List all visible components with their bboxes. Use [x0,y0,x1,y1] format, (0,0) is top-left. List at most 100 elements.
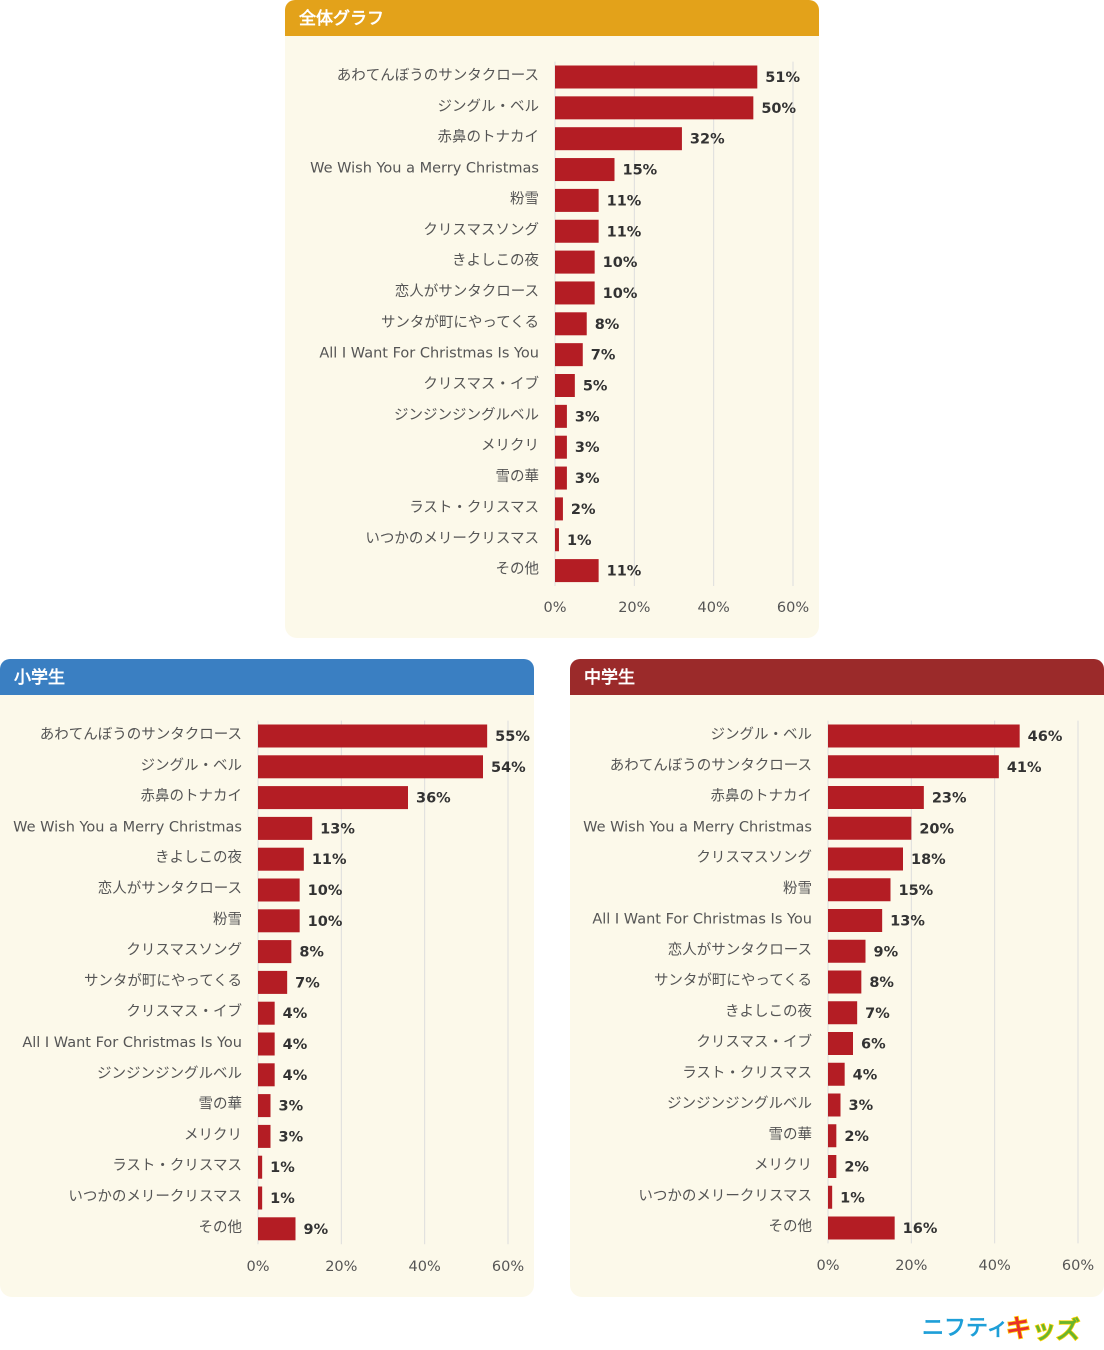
middle-school-x-tick-label: 20% [895,1258,927,1274]
overall-bar [555,219,599,243]
overall-bar [555,466,567,490]
middle-school-category-label: きよしこの夜 [725,1003,812,1020]
overall-x-tick-label: 20% [618,600,650,616]
elementary-category-label: クリスマスソング [126,942,242,959]
overall-bar [555,96,754,120]
elementary-value-label: 8% [299,945,324,961]
middle-school-bar [828,1062,845,1086]
overall-panel-body [285,36,819,638]
middle-school-category-label: クリスマスソング [696,849,812,866]
middle-school-value-label: 13% [890,914,925,930]
middle-school-bar-chart: 0% 20% 40% 60% ジングル・ベル 46% あわてんぼうのサンタクロース 41% 赤鼻… [583,720,1094,1274]
elementary-bar [258,1094,271,1118]
elementary-value-label: 54% [491,760,526,776]
overall-category-label: 恋人がサンタクロース [395,282,539,300]
overall-panel-title: 全体グラフ [299,9,384,29]
middle-school-bar [828,724,1020,748]
middle-school-bar [828,847,903,871]
overall-bar [555,435,567,459]
overall-value-label: 2% [571,502,596,518]
middle-school-value-label: 2% [844,1129,869,1145]
elementary-value-label: 4% [283,1006,308,1022]
overall-value-label: 10% [603,255,638,271]
elementary-bar [258,816,313,840]
middle-school-bar [828,1155,837,1178]
elementary-category-label: 粉雪 [213,911,242,928]
elementary-bar [258,786,408,810]
logo-text-part2: キ [1006,1314,1031,1343]
middle-school-value-label: 4% [853,1067,878,1083]
elementary-value-label: 4% [283,1037,308,1053]
middle-school-category-label: 恋人がサンタクロース [668,940,812,958]
middle-school-bar [828,1185,833,1209]
overall-value-label: 3% [575,440,600,456]
elementary-value-label: 7% [295,975,320,991]
overall-value-label: 3% [575,471,600,487]
overall-category-label: メリクリ [481,437,539,454]
overall-category-label: We Wish You a Merry Christmas [310,161,539,177]
middle-school-value-label: 3% [849,1098,874,1114]
middle-school-bar [828,909,883,932]
overall-bar-chart: 0% 20% 40% 60% あわてんぼうのサンタクロース 51% ジングル・ベル 50% 赤鼻… [310,61,809,616]
overall-category-label: ラスト・クリスマス [409,499,539,516]
middle-school-bar [828,1216,895,1240]
overall-category-label: いつかのメリークリスマス [365,530,539,547]
middle-school-bar [828,816,912,840]
middle-school-bar [828,786,924,809]
elementary-category-label: サンタが町にやってくる [84,972,242,989]
overall-value-label: 15% [623,163,658,179]
middle-school-bar [828,939,866,963]
elementary-value-label: 1% [270,1191,295,1207]
overall-category-label: クリスマスソング [423,221,539,238]
overall-bar [555,497,563,521]
middle-school-value-label: 8% [869,975,894,991]
middle-school-value-label: 9% [874,944,899,960]
overall-bar [555,250,595,274]
middle-school-category-label: あわてんぼうのサンタクロース [610,757,812,774]
elementary-x-tick-label: 20% [325,1259,357,1275]
overall-bar [555,559,599,583]
middle-school-bar [828,1001,858,1025]
middle-school-x-tick-label: 60% [1062,1258,1094,1274]
middle-school-category-label: クリスマス・イブ [696,1033,812,1051]
overall-category-label: 赤鼻のトナカイ [438,129,540,146]
elementary-category-label: ジンジンジングルベル [97,1065,242,1082]
overall-category-label: クリスマス・イブ [423,375,539,393]
middle-school-bar [828,1032,853,1055]
overall-category-label: きよしこの夜 [452,252,539,269]
overall-x-tick-label: 40% [698,600,730,616]
elementary-bar [258,1032,275,1056]
overall-bar [555,528,559,552]
middle-school-category-label: メリクリ [754,1157,812,1174]
elementary-bar [258,909,300,933]
elementary-bar [258,1155,263,1179]
elementary-category-label: クリスマス・イブ [126,1002,242,1020]
middle-school-value-label: 1% [840,1190,865,1206]
overall-x-tick-label: 60% [777,600,809,616]
overall-bar [555,404,567,428]
overall-bar [555,343,583,367]
overall-bar [555,127,682,151]
elementary-value-label: 11% [312,852,347,868]
overall-value-label: 32% [690,132,725,148]
overall-value-label: 11% [607,193,642,209]
middle-school-value-label: 16% [903,1221,938,1237]
overall-value-label: 5% [583,379,608,395]
elementary-category-label: メリクリ [184,1126,242,1143]
elementary-bar [258,1063,275,1087]
overall-category-label: あわてんぼうのサンタクロース [337,67,539,84]
overall-value-label: 7% [591,348,616,364]
middle-school-category-label: サンタが町にやってくる [654,972,812,989]
overall-category-label: ジンジンジングルベル [394,406,539,423]
elementary-category-label: All I Want For Christmas Is You [22,1035,242,1051]
elementary-x-tick-label: 60% [492,1259,524,1275]
middle-school-bar [828,970,862,994]
elementary-value-label: 3% [279,1099,304,1115]
overall-x-tick-label: 0% [543,600,566,616]
middle-school-bar [828,878,891,902]
overall-chart-panel: 全体グラフ 0% 20% 40% 60% あわてんぼうのサンタクロース 51% ジングル・ベ… [285,0,819,638]
middle-school-value-label: 7% [865,1006,890,1022]
middle-school-value-label: 20% [919,821,954,837]
middle-school-value-label: 23% [932,791,967,807]
overall-value-label: 51% [765,70,800,86]
